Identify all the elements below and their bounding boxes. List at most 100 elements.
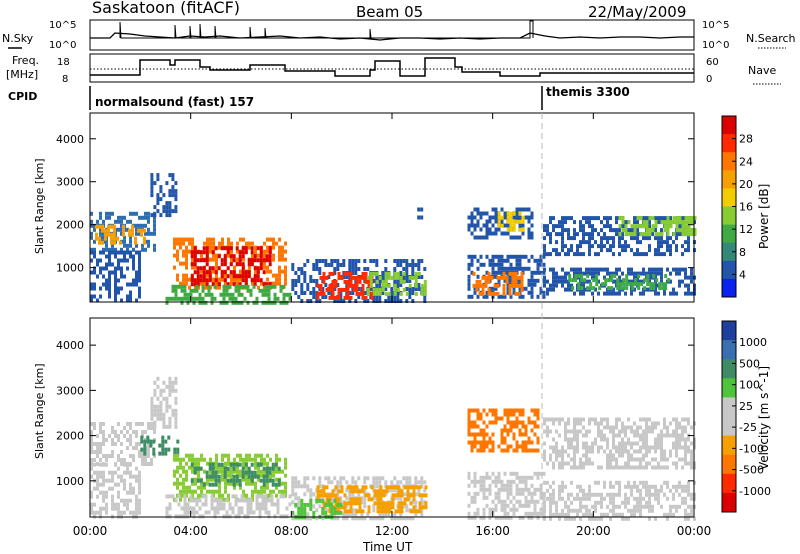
power-echo-cell [363,291,367,295]
velocity-echo-cell [237,498,241,503]
velocity-echo-cell [606,425,609,430]
power-echo-cell [248,241,251,246]
power-echo-cell [561,267,564,272]
power-echo-cell [159,189,163,194]
power-echo-cell [666,240,669,245]
velocity-echo-cell [500,436,504,441]
velocity-echo-cell [467,515,471,520]
velocity-echo-cell [606,504,609,509]
velocity-echo-cell [579,504,582,509]
power-echo-cell [543,252,546,257]
velocity-echo-cell [239,453,242,458]
power-echo-cell [198,300,202,305]
power-echo-cell [340,275,344,280]
power-echo-cell [315,279,319,283]
velocity-echo-cell [379,501,383,506]
velocity-echo-cell [176,485,179,490]
power-echo-cell [120,219,123,224]
velocity-echo-cell [189,498,193,503]
velocity-echo-cell [358,501,362,506]
power-echo-cell [512,219,516,224]
power-echo-cell [198,296,202,301]
velocity-echo-cell [164,439,168,444]
power-echo-cell [663,220,667,225]
power-echo-cell [690,271,693,276]
power-echo-cell [268,250,272,255]
velocity-echo-cell [555,453,558,458]
velocity-echo-cell [420,480,424,485]
power-echo-cell [663,228,667,233]
power-echo-cell [321,295,325,299]
velocity-echo-cell [645,504,648,509]
power-echo-cell [312,295,316,299]
power-echo-cell [237,292,241,297]
power-echo-cell [579,220,582,225]
power-echo-cell [351,263,355,267]
power-echo-cell [135,274,138,279]
power-echo-cell [506,223,510,228]
velocity-echo-cell [90,474,93,479]
power-echo-cell [259,250,263,255]
velocity-echo-cell [606,461,609,466]
power-echo-cell [515,235,519,240]
velocity-echo-cell [558,492,561,497]
velocity-echo-cell [159,408,163,413]
power-echo-cell [517,291,521,296]
velocity-echo-cell [381,476,385,481]
velocity-echo-cell [215,453,218,458]
velocity-echo-cell [247,470,251,475]
power-echo-cell [579,228,582,233]
power-echo-cell [481,291,485,296]
velocity-echo-cell [549,504,552,509]
velocity-echo-cell [482,475,486,480]
power-echo-cell [586,274,590,279]
power-echo-cell [174,189,178,194]
power-echo-cell [107,224,110,229]
velocity-echo-cell [319,489,323,494]
velocity-echo-cell [639,449,642,454]
velocity-echo-cell [114,470,117,475]
power-echo-cell [256,246,260,251]
velocity-echo-cell [681,484,684,489]
power-echo-cell [681,228,685,233]
velocity-echo-cell [284,485,287,490]
velocity-echo-cell [129,462,132,467]
velocity-echo-cell [657,445,660,450]
power-colorbar-tick-label: 28 [739,133,753,146]
power-echo-cell [500,258,504,263]
velocity-echo-cell [639,465,642,470]
power-echo-cell [315,267,319,271]
power-echo-cell [193,246,197,251]
velocity-echo-cell [681,425,684,430]
power-echo-cell [591,236,594,241]
power-echo-cell [126,227,129,232]
power-echo-cell [690,232,694,237]
velocity-echo-cell [241,466,245,471]
power-echo-cell [319,283,323,288]
velocity-echo-cell [194,461,197,466]
velocity-echo-cell [675,445,678,450]
velocity-echo-cell [96,510,99,515]
velocity-echo-cell [506,408,510,413]
velocity-echo-cell [120,450,123,454]
power-echo-cell [336,263,340,267]
velocity-echo-cell [141,462,144,466]
power-echo-cell [408,287,412,291]
power-echo-cell [200,253,203,258]
power-echo-cell [609,244,612,249]
power-echo-cell [488,262,492,267]
power-echo-cell [582,291,585,296]
velocity-echo-cell [387,512,391,517]
power-echo-cell [642,271,645,276]
velocity-echo-cell [270,494,274,499]
velocity-echo-cell [300,498,304,503]
power-echo-cell [606,240,609,245]
velocity-echo-cell [197,461,200,466]
power-echo-cell [143,236,146,241]
velocity-echo-cell [367,497,371,502]
velocity-echo-cell [530,511,534,516]
velocity-echo-cell [102,506,105,511]
velocity-echo-cell [654,465,657,470]
velocity-echo-cell [476,440,480,445]
velocity-echo-cell [150,400,154,405]
